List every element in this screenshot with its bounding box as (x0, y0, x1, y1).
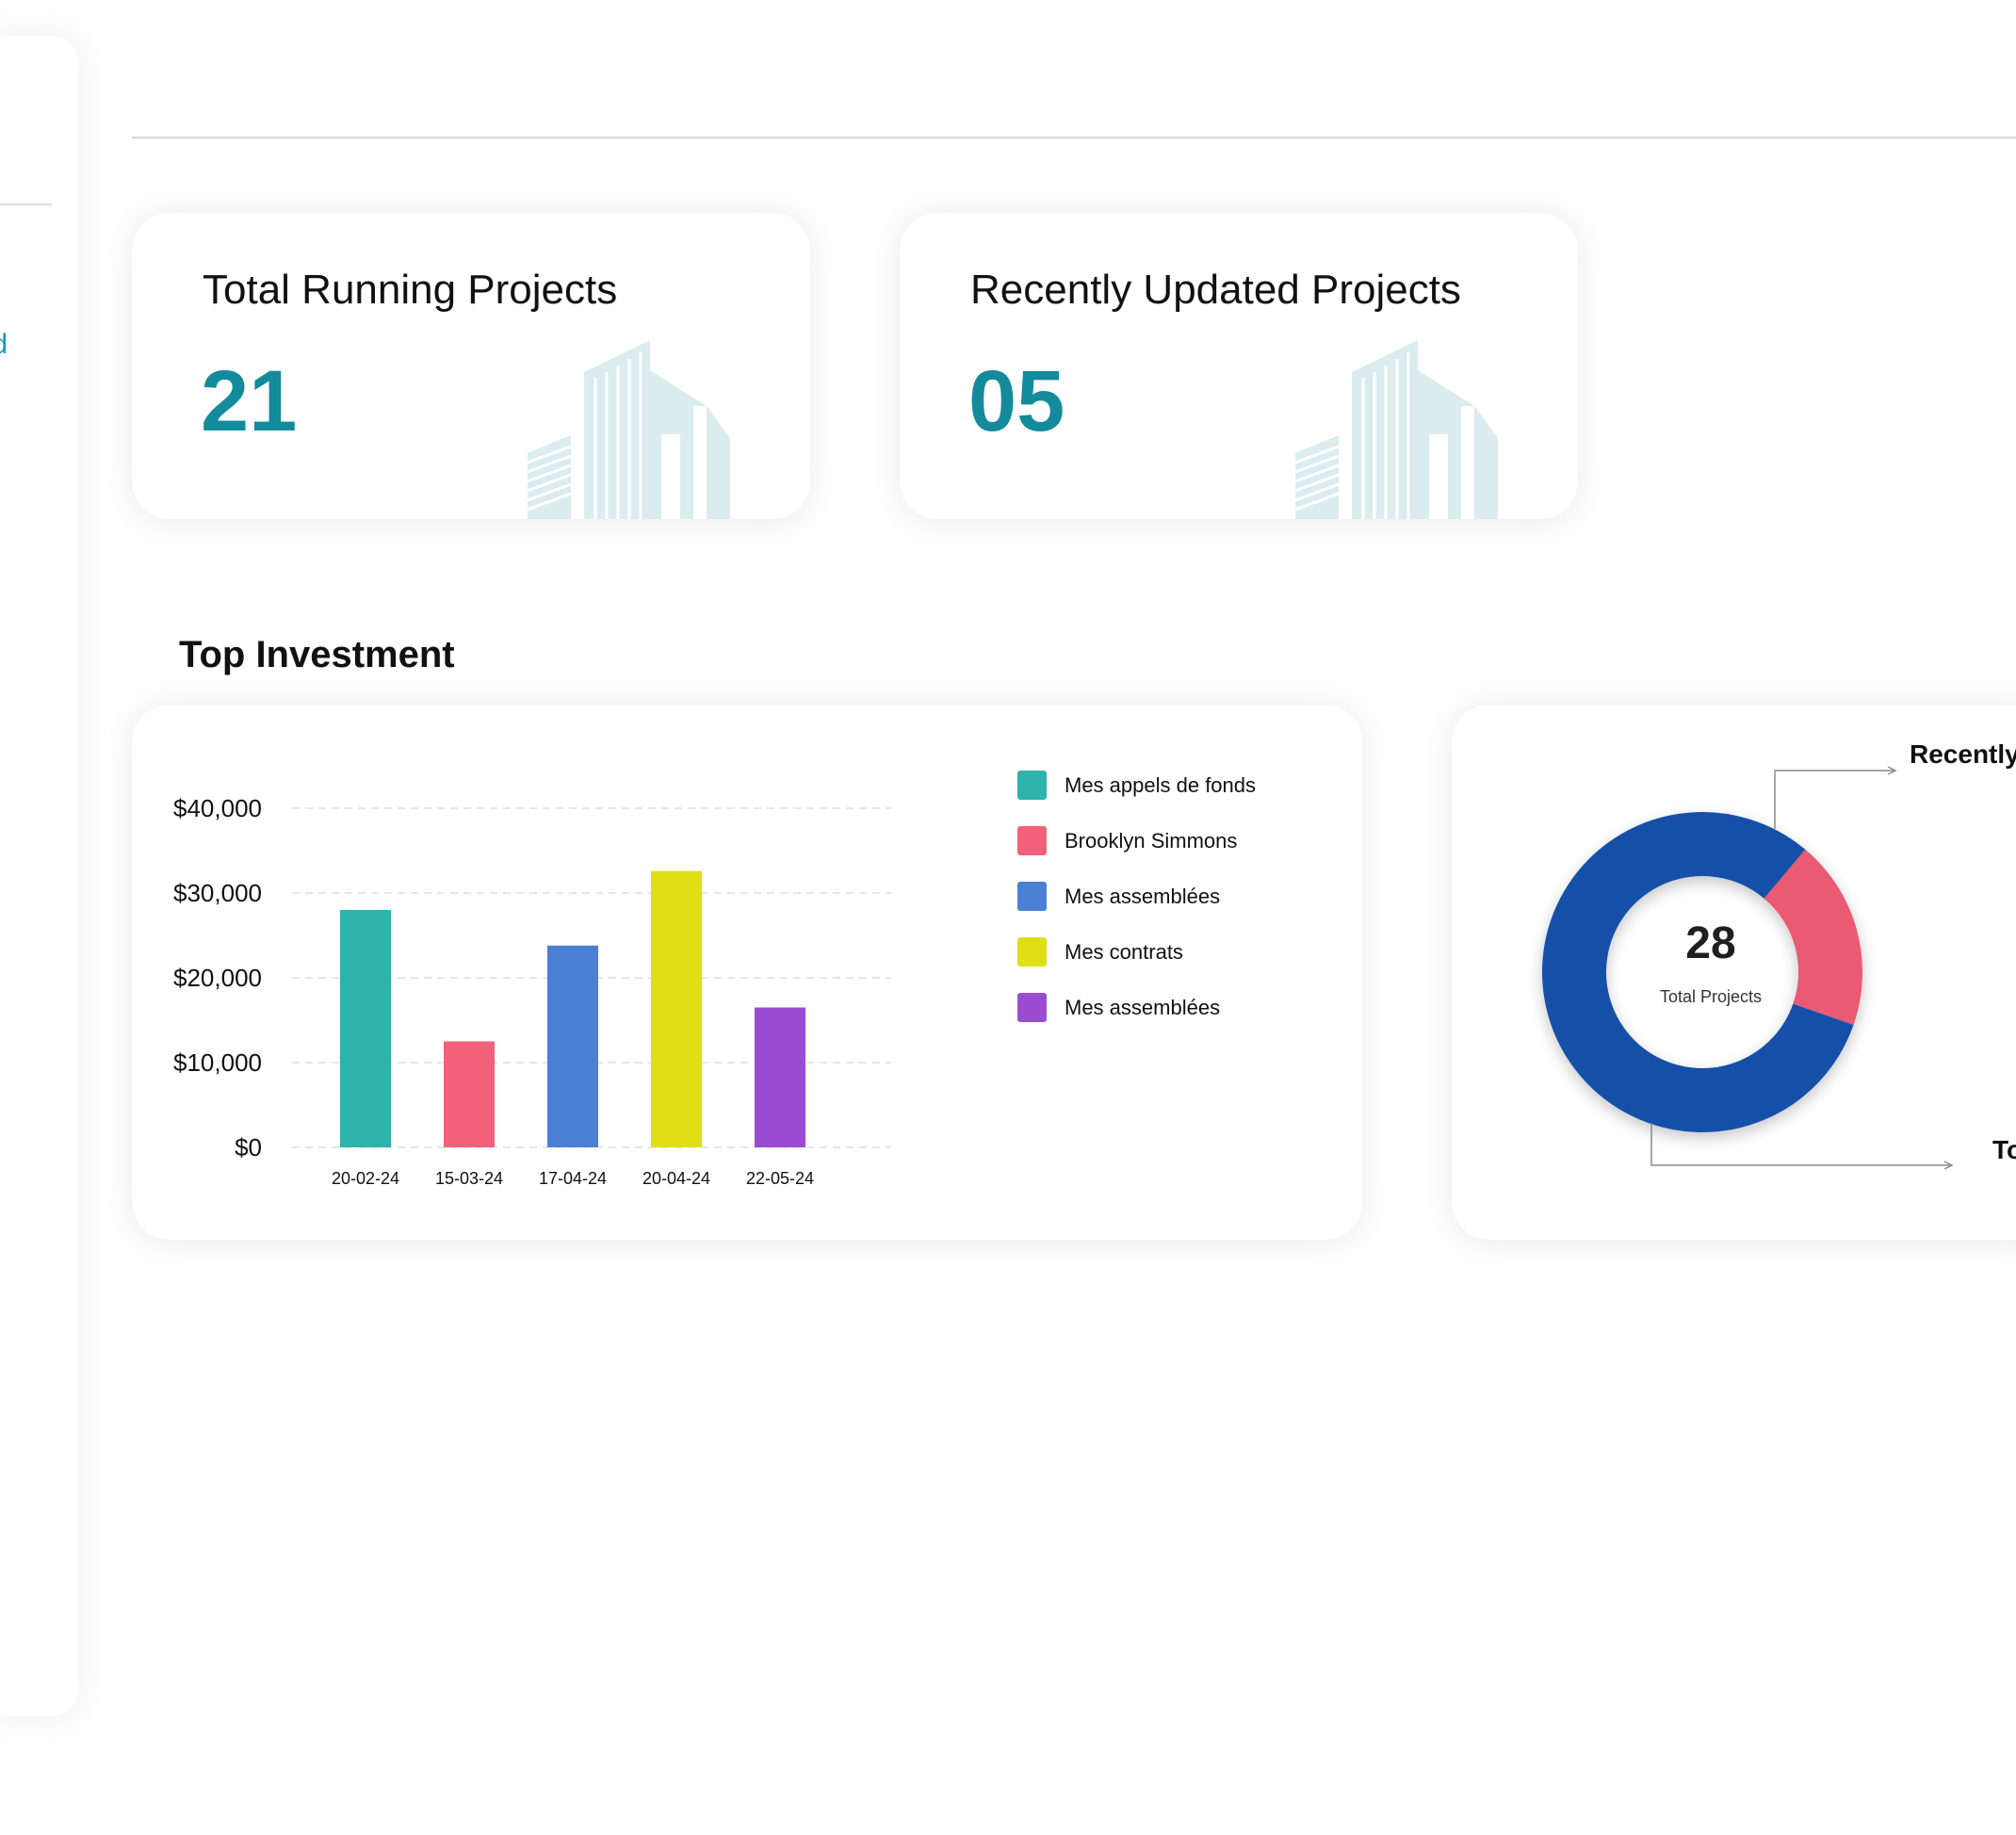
y-tick-label: $40,000 (173, 794, 262, 822)
legend-label: Brooklyn Simmons (1065, 829, 1238, 853)
projects-donut-chart (1542, 766, 1954, 1170)
top-investment-heading: Top Investment (179, 634, 455, 675)
callout-arrow-icon (1943, 1161, 1954, 1170)
top-investment-panel: $0 $10,000 $20,000 $30,000 $40,000 20-02-24 15… (132, 705, 1362, 1240)
recently-updated-projects-card[interactable]: Recently Updated Projects 05 (900, 213, 1578, 519)
legend-swatch (1017, 993, 1047, 1022)
donut-slice[interactable] (1763, 849, 1862, 1025)
legend-swatch (1017, 882, 1047, 911)
bar[interactable] (444, 1041, 495, 1148)
card-value: 05 (968, 353, 1065, 449)
donut-label-recently-updated: Recently Updated Projects (1910, 739, 2016, 769)
donut-slice[interactable] (1542, 812, 1854, 1132)
y-tick-label: $10,000 (173, 1048, 262, 1077)
legend-label: Mes appels de fonds (1065, 773, 1257, 797)
bar[interactable] (340, 910, 391, 1147)
legend-label: Mes assemblées (1065, 885, 1221, 908)
x-tick-label: 15-03-24 (435, 1169, 503, 1188)
sidebar-item-dashboard[interactable]: Dashboard (0, 326, 8, 364)
building-icon (1295, 340, 1498, 519)
building-icon (528, 340, 730, 519)
callout-line (1650, 1123, 1950, 1166)
legend-swatch (1017, 771, 1047, 800)
projects-donut-panel: 28 Total Projects Recently Updated Proje… (1452, 705, 2016, 1240)
y-tick-label: $0 (235, 1133, 262, 1161)
x-tick-label: 20-04-24 (642, 1169, 710, 1188)
bar[interactable] (755, 1007, 805, 1148)
legend-swatch (1017, 937, 1047, 966)
total-running-projects-card[interactable]: Total Running Projects 21 (132, 213, 810, 519)
x-tick-label: 17-04-24 (539, 1169, 607, 1188)
callout-line (1774, 770, 1894, 829)
y-tick-label: $30,000 (173, 879, 262, 907)
sidebar-divider (0, 203, 52, 205)
x-tick-label: 20-02-24 (332, 1169, 399, 1188)
card-title: Total Running Projects (203, 267, 618, 313)
bar[interactable] (651, 870, 702, 1147)
investment-bar-chart: $0 $10,000 $20,000 $30,000 $40,000 20-02-24 15… (173, 794, 891, 1188)
legend-swatch (1017, 826, 1047, 855)
donut-total-label: Total Projects (1659, 987, 1763, 1006)
x-tick-label: 22-05-24 (746, 1169, 814, 1188)
card-value: 21 (201, 353, 298, 449)
legend-label: Mes assemblées (1065, 996, 1221, 1019)
sidebar: Dashboard (0, 36, 78, 1716)
bar[interactable] (547, 945, 598, 1147)
y-tick-label: $20,000 (173, 964, 262, 992)
card-title: Recently Updated Projects (970, 267, 1461, 313)
header-divider (132, 137, 2016, 138)
legend-label: Mes contrats (1065, 940, 1183, 964)
callout-arrow-icon (1887, 766, 1897, 775)
donut-total-value: 28 (1685, 918, 1736, 968)
donut-label-total-running: Total Running Projects (1992, 1135, 2016, 1164)
